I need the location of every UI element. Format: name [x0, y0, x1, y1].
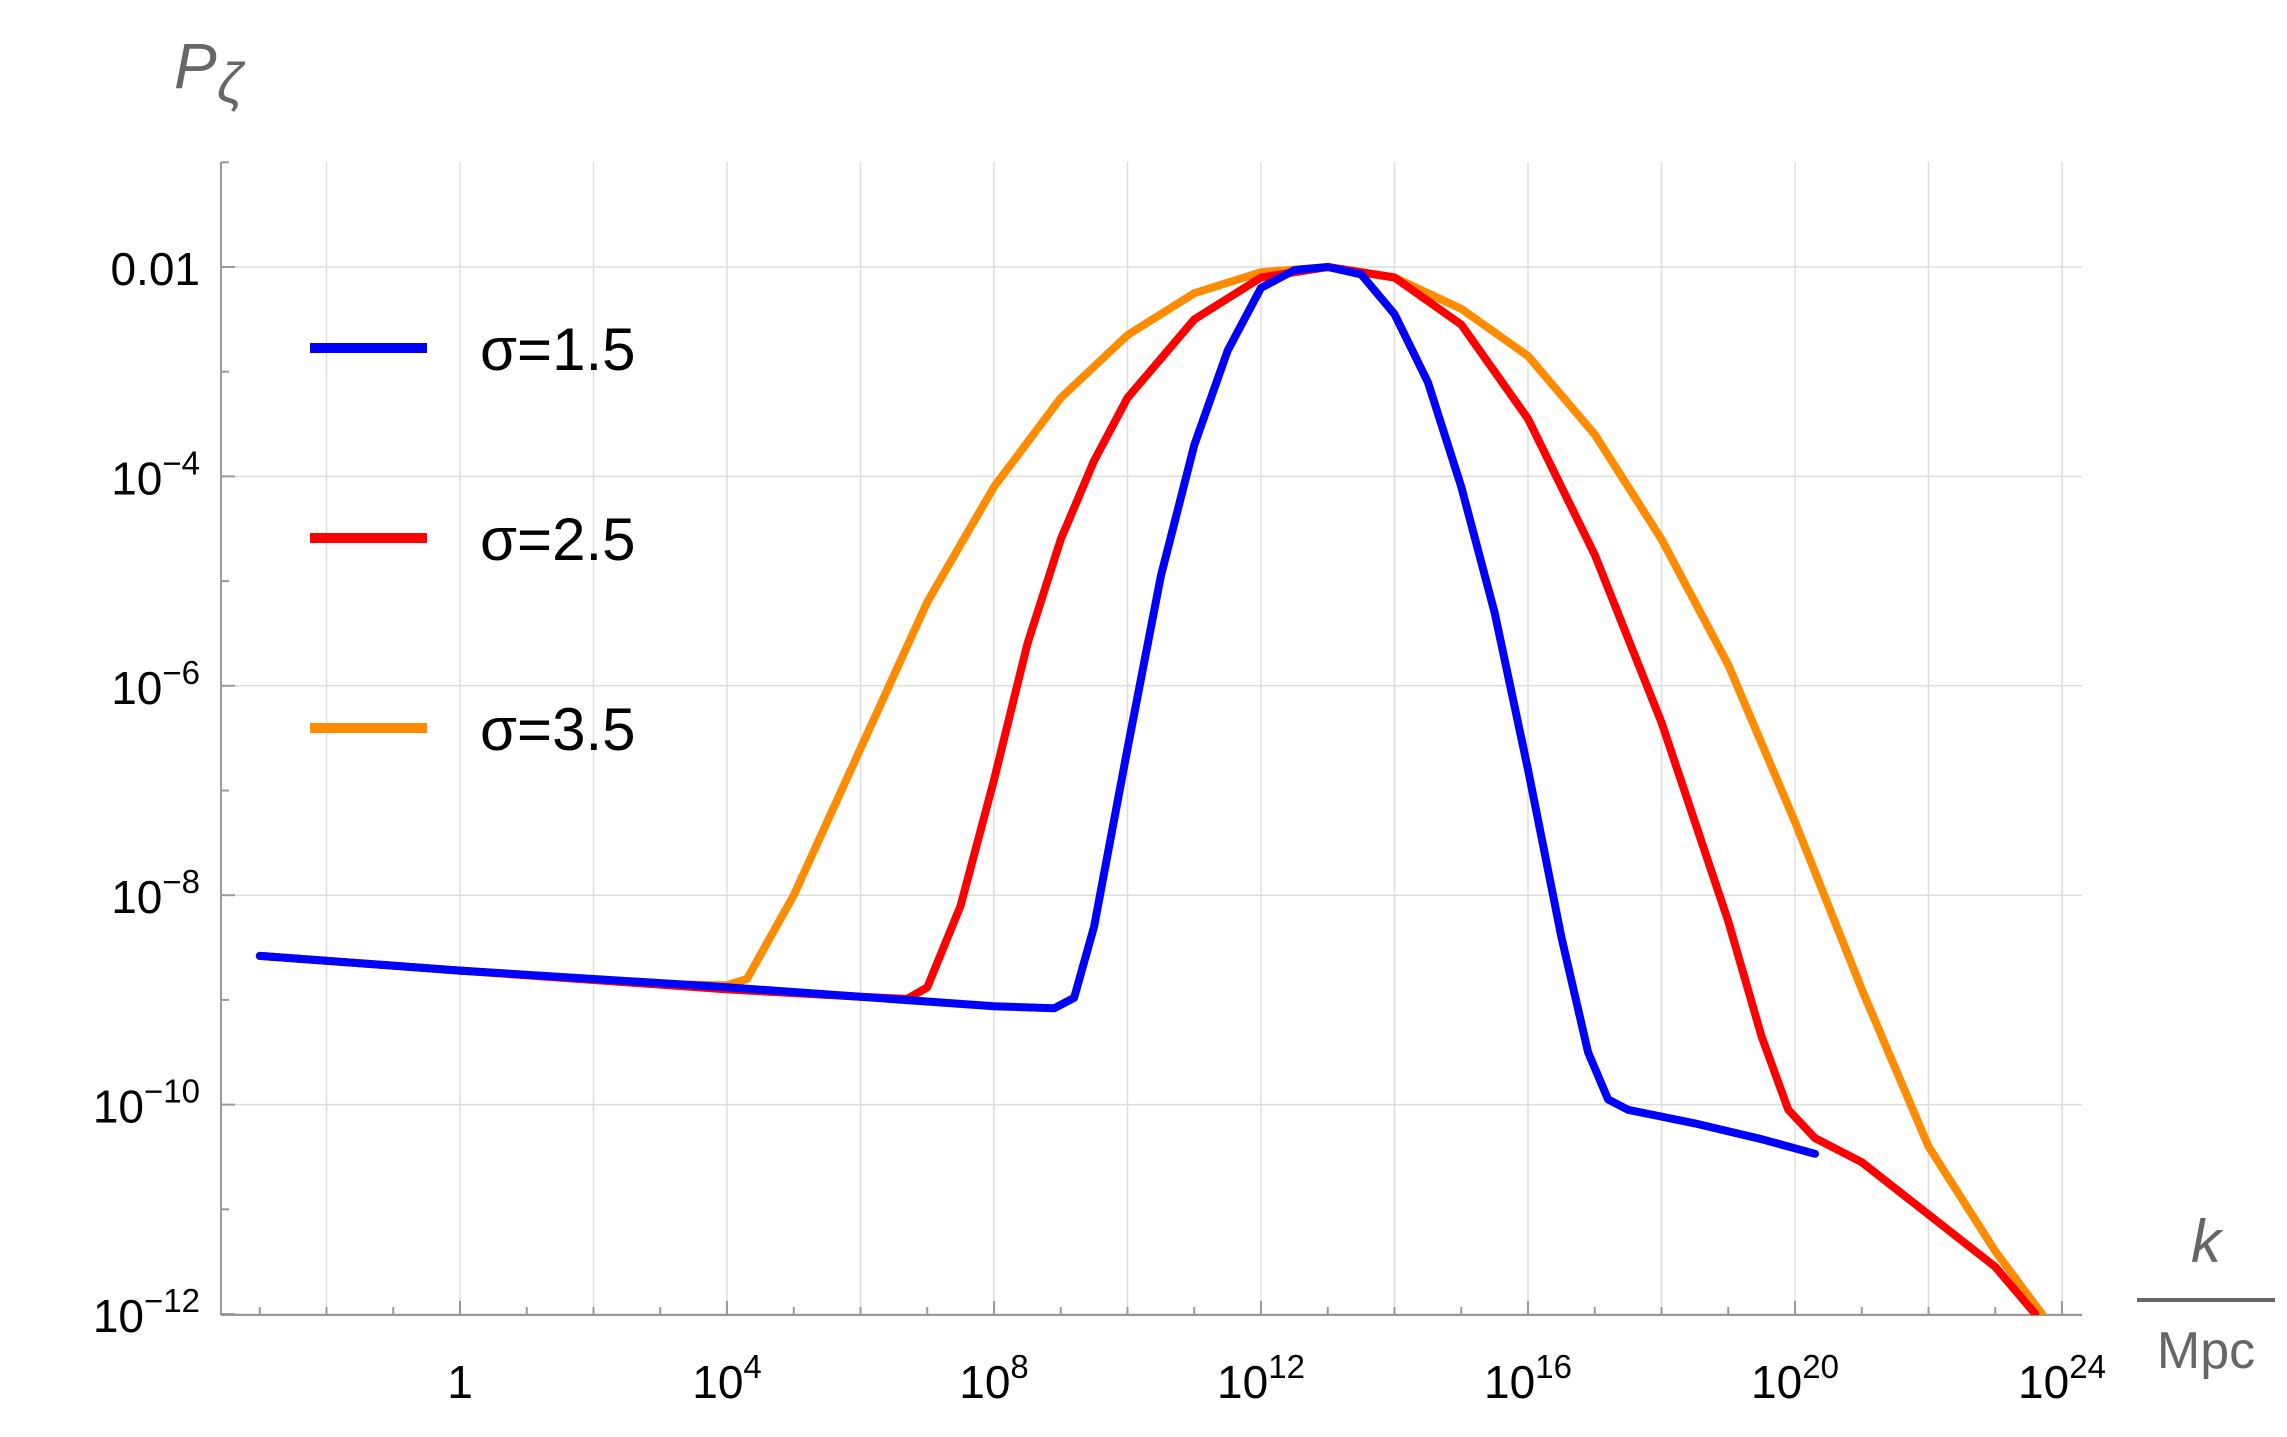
series-lines: [255, 263, 2046, 1315]
legend-label: σ=2.5: [480, 506, 635, 573]
tick-labels: 1 104 108 1012 1016 1020 1024 0.01 10−4 10−6 10−8 1…: [93, 243, 2106, 1408]
y-axis-title: P ζ: [174, 30, 246, 114]
x-tick-label: 1012: [1217, 1348, 1305, 1408]
series-line: [255, 263, 1819, 1158]
x-tick-label: 1020: [1751, 1348, 1839, 1408]
y-axis-title-subscript: ζ: [217, 51, 246, 114]
grid-lines: [221, 162, 2082, 1315]
y-tick-label: 10−4: [111, 444, 200, 504]
y-tick-label: 10−6: [111, 654, 200, 714]
legend-label: σ=1.5: [480, 316, 635, 383]
series-line: [255, 263, 2046, 1315]
x-axis-title: k Mpc: [2137, 1208, 2275, 1380]
y-axis-title-symbol: P: [174, 30, 217, 102]
y-tick-label: 10−12: [93, 1282, 200, 1342]
y-tick-label: 0.01: [110, 243, 200, 295]
x-axis-title-denominator: Mpc: [2157, 1322, 2255, 1380]
y-tick-label: 10−10: [93, 1073, 200, 1133]
axes: [220, 161, 2082, 1316]
x-tick-label: 104: [692, 1348, 762, 1408]
x-tick-label: 1: [447, 1356, 473, 1408]
x-tick-label: 108: [959, 1348, 1029, 1408]
x-axis-title-numerator: k: [2191, 1208, 2224, 1275]
x-tick-label: 1016: [1484, 1348, 1572, 1408]
series-line: [255, 263, 2040, 1315]
y-tick-label: 10−8: [111, 863, 200, 923]
legend-label: σ=3.5: [480, 696, 635, 763]
legend: σ=1.5 σ=2.5 σ=3.5: [310, 316, 635, 763]
x-tick-label: 1024: [2018, 1348, 2106, 1408]
